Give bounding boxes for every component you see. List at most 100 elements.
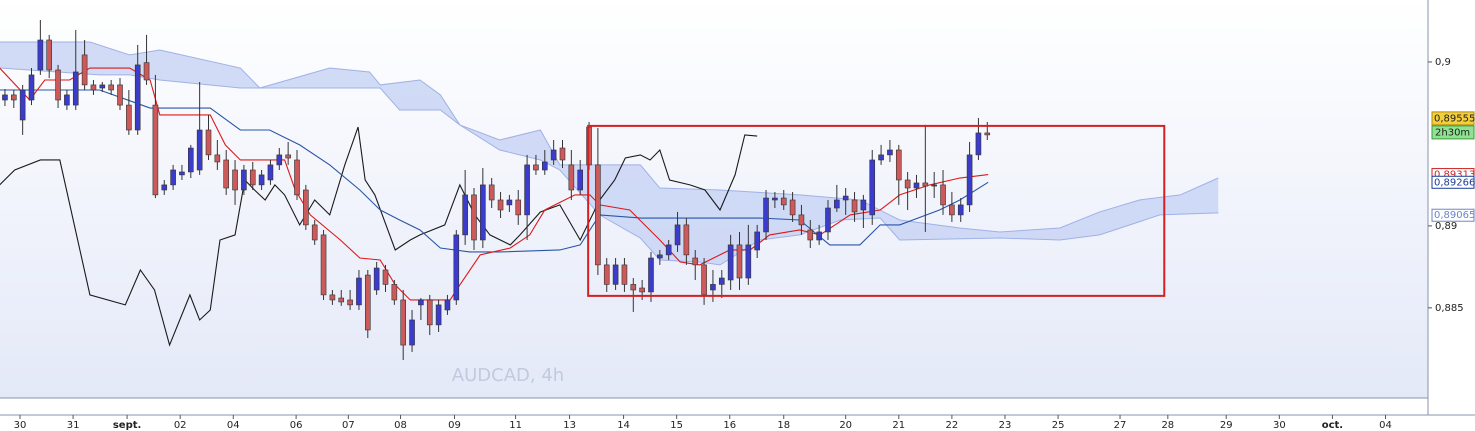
candle-body [488,184,495,201]
candle-body [249,169,256,186]
x-tick-label: 06 [290,420,303,431]
candle-body [878,154,884,161]
candle-body [161,184,168,191]
candle-body [471,194,477,241]
x-tick-label: 02 [174,420,187,431]
candle-body [214,154,221,163]
last-price-label: 0,89555 [1434,113,1475,124]
indicator-line [0,67,989,301]
cloud-fill [0,41,1219,265]
x-tick-label: 20 [839,420,852,431]
candle-body [72,71,79,106]
x-tick-label: 29 [1220,420,1233,431]
candle-body [453,234,460,301]
candle-body [577,169,583,191]
candle-body [81,54,88,86]
cloud-edge [0,67,1219,266]
candle-body [825,207,831,233]
candle-body [134,64,141,131]
candle-body [639,287,645,293]
x-tick-label: oct. [1322,420,1343,431]
candle-body [126,104,132,131]
candle-body [170,169,176,186]
candle-body [2,94,8,101]
candle-body [789,199,796,216]
candle-body [612,264,619,285]
watermark: AUDCAD, 4h [452,365,564,386]
candle-body [887,149,893,156]
candle-body [957,204,964,216]
candle-body [851,199,858,213]
x-tick-label: 25 [1052,420,1065,431]
candle-body [533,164,539,171]
candle-body [400,299,406,346]
level-box [1431,208,1475,222]
indicator-line [0,89,989,253]
candle-body [497,199,504,211]
candle-body [303,189,309,226]
candle-body [347,299,353,306]
candle-body [550,149,557,161]
candle-body [913,182,920,189]
candle-body [754,231,760,251]
candle-body [338,297,345,303]
candle-body [205,129,212,156]
x-tick-label: 21 [892,420,905,431]
x-tick-label: 23 [999,420,1012,431]
candle-body [19,89,26,121]
candle-body [949,204,955,216]
y-tick-label: 0,885 [1435,303,1464,314]
x-tick-label: 16 [723,420,736,431]
candle-body [320,234,327,296]
candle-body [28,74,35,101]
candle-body [665,244,672,256]
x-tick-label: 08 [394,420,407,431]
candle-body [648,257,654,293]
x-tick-label: 30 [1273,420,1286,431]
candle-body [294,159,300,196]
candle-body [807,229,814,241]
candle-body [391,284,398,301]
countdown-box [1431,125,1475,140]
candle-body [241,169,247,191]
candle-body [117,84,123,106]
candle-body [674,224,681,246]
candle-body [90,84,97,91]
candle-body [382,269,389,285]
candle-body [860,199,867,211]
candle-body [683,224,690,256]
candle-body [772,197,778,201]
candle-body [736,244,743,279]
candle-body [541,161,548,171]
candle-body [745,244,752,279]
candle-body [11,94,17,101]
candle-body [373,267,380,291]
candle-body [46,39,53,71]
x-tick-label: 04 [1379,420,1392,431]
candle-body [524,164,530,216]
candle-body [984,132,991,136]
y-tick-label: 0,89 [1435,221,1457,232]
candle-body [506,199,513,206]
x-tick-label: 30 [14,420,27,431]
candle-body [143,62,150,81]
candle-body [99,84,106,89]
x-tick-label: 28 [1161,420,1174,431]
candle-body [966,154,973,206]
highlight-box [587,124,1166,297]
candle-body [311,224,318,241]
candle-body [692,257,699,266]
candle-body [834,199,840,209]
candle-body [285,154,291,159]
candle-body [630,284,637,291]
candle-body [798,214,805,226]
candle-body [931,184,937,187]
candle-body [904,179,911,189]
candle-body [55,69,61,101]
candle-body [559,147,566,161]
candle-body [718,277,725,285]
candle-body [188,147,194,173]
candle-body [727,244,734,281]
candle-body [409,319,415,346]
level-label: 0,89313 [1434,170,1475,181]
